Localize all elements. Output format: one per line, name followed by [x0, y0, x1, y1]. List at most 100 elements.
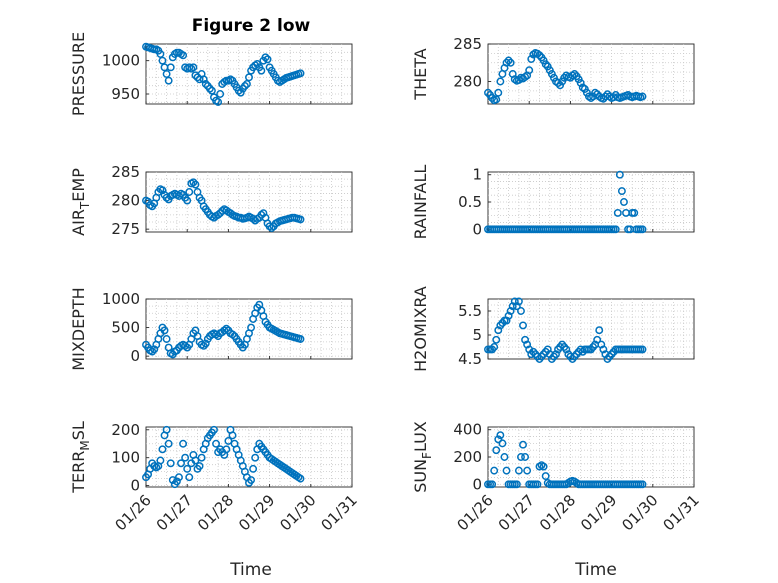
- x-tick-label: 01/26: [112, 491, 155, 534]
- x-tick-label: 01/29: [235, 491, 278, 534]
- data-point: [164, 439, 173, 448]
- data-point: [488, 94, 497, 102]
- data-point: [189, 63, 198, 72]
- x-tick-label: 01/29: [577, 491, 620, 534]
- data-point: [181, 341, 190, 350]
- data-point: [496, 77, 505, 86]
- y-tick-label: 285: [111, 163, 140, 181]
- y-axis-label: TERRMSL: [69, 421, 92, 494]
- data-point: [514, 297, 523, 306]
- data-point: [191, 180, 200, 189]
- y-axis-label-part: TERR: [69, 451, 88, 494]
- data-point: [613, 208, 622, 217]
- data-point: [521, 453, 530, 461]
- y-tick-label: 5: [472, 326, 482, 344]
- y-tick-label: 400: [453, 421, 482, 439]
- data-point: [158, 186, 167, 195]
- x-tick-label: 01/27: [153, 491, 196, 534]
- data-point: [234, 86, 243, 95]
- data-point: [160, 326, 169, 335]
- data-point: [611, 225, 620, 234]
- data-point: [168, 476, 177, 484]
- data-point: [247, 323, 256, 332]
- y-tick-label: 0.5: [458, 193, 482, 211]
- data-point: [158, 445, 167, 454]
- data-point: [185, 473, 194, 482]
- x-tick-label: 01/28: [194, 491, 237, 534]
- data-point: [492, 446, 501, 455]
- y-tick-label: 950: [111, 85, 140, 103]
- data-point: [296, 335, 305, 343]
- data-point: [488, 480, 497, 489]
- data-point: [638, 480, 647, 489]
- y-tick-label: 285: [453, 35, 482, 53]
- subplot-5: 0 500 1000 MIXDEPTH: [69, 287, 353, 371]
- data-point: [207, 86, 216, 95]
- data-point: [512, 480, 521, 489]
- data-point: [210, 425, 218, 434]
- y-tick-label: 0: [130, 477, 140, 495]
- data-point: [201, 339, 210, 348]
- data-point: [554, 79, 562, 87]
- data-point: [251, 453, 260, 462]
- data-point: [502, 466, 511, 475]
- y-axis-label: H2OMIXRA: [411, 286, 430, 372]
- data-point: [228, 330, 237, 339]
- subplot-4: 0 0.5 1 RAINFALL: [411, 165, 695, 240]
- data-point: [172, 477, 181, 486]
- data-point: [617, 187, 626, 196]
- data-point: [615, 170, 624, 179]
- data-point: [527, 55, 536, 63]
- data-point: [496, 431, 505, 440]
- data-point: [181, 453, 190, 462]
- y-axis-label: MIXDEPTH: [69, 287, 88, 370]
- data-point: [576, 79, 585, 87]
- data-point: [296, 69, 305, 78]
- y-tick-label: 5.5: [458, 302, 482, 320]
- data-point: [245, 73, 253, 82]
- data-point: [175, 473, 183, 482]
- y-axis-label: RAINFALL: [411, 165, 430, 240]
- data-point: [240, 82, 249, 90]
- data-point: [162, 335, 171, 343]
- data-point: [150, 345, 159, 354]
- data-point: [296, 474, 305, 483]
- y-axis-label-subscript: F: [420, 452, 434, 459]
- data-point: [166, 459, 175, 468]
- data-point: [595, 326, 604, 335]
- data-point: [228, 431, 237, 440]
- y-tick-label: 1: [472, 166, 482, 184]
- data-point: [494, 435, 503, 444]
- data-point: [525, 66, 534, 75]
- data-point: [267, 224, 276, 232]
- y-tick-label: 200: [453, 448, 482, 466]
- data-point: [242, 80, 251, 88]
- data-point: [492, 95, 501, 104]
- data-point: [263, 55, 272, 64]
- data-point: [222, 324, 231, 333]
- data-point: [214, 210, 223, 219]
- y-axis-label-part: EMP: [69, 168, 88, 202]
- data-point: [638, 345, 647, 354]
- y-tick-label: 200: [111, 421, 140, 439]
- x-axis-label-left: Time: [229, 560, 272, 580]
- data-point: [177, 459, 185, 468]
- data-point: [191, 456, 200, 465]
- data-point: [162, 425, 171, 434]
- data-point: [162, 70, 171, 78]
- y-axis-label: SUNFLUX: [411, 421, 434, 493]
- y-tick-label: 1000: [102, 290, 140, 308]
- y-axis-label-part: SUN: [411, 459, 430, 493]
- data-point: [630, 208, 639, 217]
- data-point: [519, 440, 527, 449]
- data-point: [533, 480, 542, 489]
- data-point: [506, 58, 515, 67]
- y-tick-label: 0: [130, 347, 140, 365]
- data-point: [257, 66, 266, 75]
- data-point: [183, 196, 192, 205]
- data-point: [259, 209, 268, 218]
- x-tick-label: 01/31: [318, 491, 361, 534]
